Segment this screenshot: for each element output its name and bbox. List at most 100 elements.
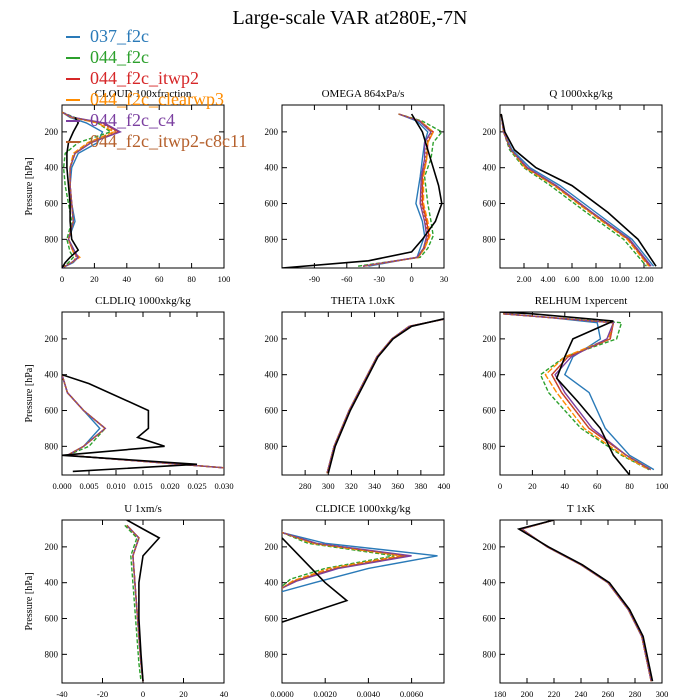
x-tick-label: 0.0060 <box>400 689 423 699</box>
legend: 037_f2c044_f2c044_f2c_itwp2044_f2c_clear… <box>66 26 247 151</box>
plot-frame <box>61 519 225 684</box>
series-group <box>62 111 122 268</box>
x-tick-label: -90 <box>309 274 320 284</box>
plot-frame <box>499 311 663 476</box>
panel-cldliq: CLDLIQ 1000xkg/kg 200 400 600 800 Pressure [h… <box>24 295 234 491</box>
y-tick-label: 800 <box>45 441 59 451</box>
x-tick-label: 0 <box>498 481 502 491</box>
x-tick-label: -40 <box>56 689 67 699</box>
panel-cldice: CLDICE 1000xkg/kg 200 400 600 800 0.0000 0.002… <box>265 503 445 699</box>
x-tick-label: 300 <box>656 689 669 699</box>
y-tick-label: 400 <box>483 163 497 173</box>
y-tick-label: 600 <box>45 614 59 624</box>
y-tick-label: 400 <box>265 578 279 588</box>
series-line-044_f2c_c4 <box>62 111 122 268</box>
series-line-037_f2c <box>326 318 444 474</box>
x-tick-label: 0.000 <box>52 481 71 491</box>
series-line-037_f2c <box>368 113 429 267</box>
plot-frame <box>281 311 445 476</box>
series-line-044_f2c_clearwp3 <box>519 520 652 682</box>
x-tick-label: 60 <box>593 481 602 491</box>
panel-theta: THETA 1.0xK 200 400 600 800 280 300 320 340 360 38… <box>265 295 451 491</box>
legend-item: 044_f2c_itwp2-c8c11 <box>66 131 247 151</box>
y-tick-label: 400 <box>483 578 497 588</box>
series-line-044_f2c <box>326 318 444 474</box>
series-line-044_f2c <box>500 113 647 267</box>
x-tick-label: 40 <box>561 481 570 491</box>
series-group <box>282 531 438 623</box>
x-tick-label: 40 <box>123 274 132 284</box>
x-tick-label: 60 <box>155 274 164 284</box>
plot-frame <box>61 311 225 476</box>
y-tick-label: 800 <box>483 649 497 659</box>
y-tick-label: 600 <box>265 199 279 209</box>
x-tick-label: -60 <box>341 274 352 284</box>
panel-title: T 1xK <box>567 503 595 515</box>
series-line-044_f2c_clearwp3 <box>326 318 444 474</box>
panel-title: CLOUD 100xfraction <box>95 88 192 100</box>
x-tick-label: 20 <box>90 274 99 284</box>
x-tick-label: 0.015 <box>133 481 152 491</box>
x-tick-label: 260 <box>602 689 615 699</box>
legend-label: 037_f2c <box>90 26 149 46</box>
series-line-044_f2c_itwp2-c8c11 <box>500 113 651 267</box>
x-tick-label: 0 <box>141 689 145 699</box>
series-line-obs <box>62 117 80 268</box>
x-tick-label: 0.030 <box>214 481 233 491</box>
panel-title: Q 1000xkg/kg <box>549 88 613 100</box>
panel-omega: OMEGA 864xPa/s 200 400 600 800 -90 -60 -30 0 30 <box>265 88 449 284</box>
y-tick-label: 200 <box>45 334 59 344</box>
panel-title: THETA 1.0xK <box>331 295 396 307</box>
x-tick-label: 0 <box>60 274 64 284</box>
series-line-044_f2c_itwp2 <box>326 318 444 474</box>
x-tick-label: 280 <box>629 689 642 699</box>
y-axis-label: Pressure [hPa] <box>24 364 35 422</box>
panel-title: U 1xm/s <box>124 503 162 515</box>
x-tick-label: 20 <box>528 481 537 491</box>
x-tick-label: 380 <box>414 481 427 491</box>
y-tick-label: 600 <box>483 406 497 416</box>
series-line-044_f2c_itwp2-c8c11 <box>282 531 406 589</box>
series-line-044_f2c_c4 <box>362 113 432 267</box>
legend-label: 044_f2c_itwp2 <box>90 68 199 88</box>
series-line-obs <box>500 113 657 267</box>
series-line-037_f2c <box>282 531 438 593</box>
y-tick-label: 600 <box>265 614 279 624</box>
legend-item: 037_f2c <box>66 26 149 46</box>
series-line-044_f2c_c4 <box>326 318 444 474</box>
series-line-obs <box>126 520 161 682</box>
x-tick-label: 320 <box>345 481 358 491</box>
x-tick-label: -30 <box>374 274 385 284</box>
x-tick-label: 0.0020 <box>314 689 337 699</box>
series-line-044_f2c_c4 <box>503 313 652 471</box>
legend-item: 044_f2c_itwp2 <box>66 68 199 88</box>
series-line-044_f2c <box>357 113 443 267</box>
series-line-044_f2c <box>503 313 650 471</box>
x-tick-label: 12.00 <box>634 274 653 284</box>
plot-frame <box>281 104 445 269</box>
y-tick-label: 600 <box>483 199 497 209</box>
x-tick-label: 40 <box>220 689 229 699</box>
y-axis-label: Pressure [hPa] <box>24 157 35 215</box>
x-tick-label: 240 <box>575 689 588 699</box>
x-tick-label: 80 <box>187 274 196 284</box>
series-line-obs <box>516 520 654 682</box>
plot-frame <box>499 519 663 684</box>
legend-label: 044_f2c_clearwp3 <box>90 89 224 109</box>
y-tick-label: 200 <box>483 542 497 552</box>
panel-title: CLDICE 1000xkg/kg <box>315 503 411 515</box>
series-line-044_f2c_c4 <box>282 531 412 589</box>
y-tick-label: 400 <box>265 163 279 173</box>
series-line-obs <box>282 113 443 268</box>
y-tick-label: 400 <box>45 370 59 380</box>
x-tick-label: 30 <box>440 274 449 284</box>
legend-item: 044_f2c <box>66 47 149 67</box>
y-axis-label: Pressure [hPa] <box>24 572 35 630</box>
series-line-044_f2c_itwp2 <box>519 520 652 682</box>
x-tick-label: 0.005 <box>79 481 98 491</box>
y-tick-label: 800 <box>265 234 279 244</box>
plot-frame <box>61 104 225 269</box>
x-tick-label: 0.0000 <box>270 689 293 699</box>
y-tick-label: 400 <box>483 370 497 380</box>
